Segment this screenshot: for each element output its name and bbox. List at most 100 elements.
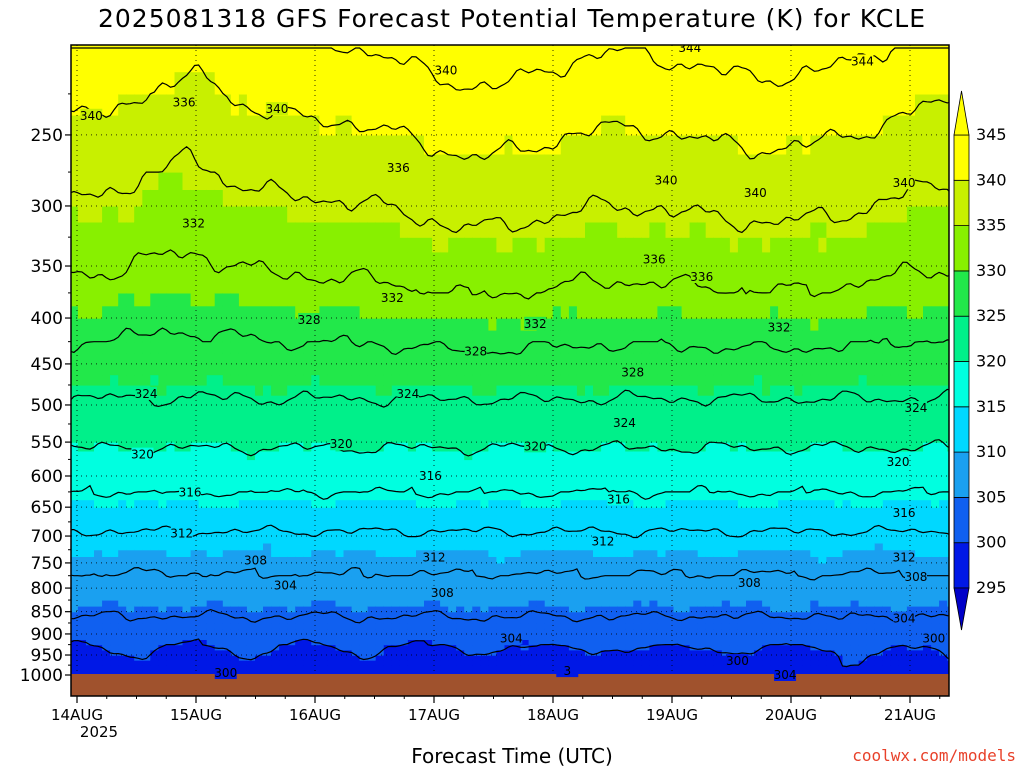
band-cell (126, 459, 135, 469)
band-cell (351, 514, 361, 523)
band-cell (673, 588, 683, 595)
band-cell (142, 305, 151, 319)
band-cell (190, 655, 200, 661)
band-cell (94, 562, 103, 570)
band-cell (102, 433, 111, 443)
band-cell (174, 549, 184, 557)
band-cell (568, 499, 578, 508)
band-cell (118, 341, 127, 354)
band-cell (71, 206, 79, 223)
band-cell (432, 670, 441, 676)
band-cell (633, 385, 642, 396)
band-cell (94, 649, 103, 656)
band-cell (576, 623, 586, 630)
band-cell (230, 206, 240, 223)
band-cell (367, 237, 377, 253)
band-cell (536, 499, 546, 508)
band-cell (335, 405, 345, 416)
band-cell (182, 189, 192, 207)
band-cell (214, 237, 224, 253)
band-cell (134, 134, 143, 155)
band-cell (512, 514, 522, 523)
band-cell (641, 374, 650, 386)
band-cell (480, 649, 489, 656)
band-cell (255, 405, 264, 416)
band-cell (601, 605, 610, 613)
band-cell (174, 189, 184, 207)
band-cell (190, 450, 200, 461)
band-cell (263, 594, 272, 601)
band-cell (407, 634, 417, 640)
band-cell (424, 374, 433, 386)
band-cell (625, 459, 634, 469)
band-cell (279, 670, 288, 676)
band-cell (246, 623, 256, 630)
band-cell (657, 569, 666, 577)
band-cell (641, 665, 650, 671)
band-cell (279, 562, 288, 570)
band-cell (472, 549, 481, 557)
band-cell (576, 221, 586, 238)
band-cell (222, 442, 232, 452)
band-cell (528, 459, 538, 469)
band-cell (230, 644, 240, 651)
band-cell (391, 221, 401, 238)
band-cell (504, 251, 514, 267)
band-cell (609, 292, 618, 307)
band-cell (271, 549, 280, 557)
band-cell (496, 48, 505, 73)
band-cell (222, 660, 232, 666)
band-cell (102, 588, 111, 595)
band-cell (552, 442, 562, 452)
band-cell (560, 352, 570, 365)
band-cell (71, 588, 79, 595)
band-cell (190, 433, 200, 443)
band-cell (86, 424, 95, 434)
band-cell (359, 665, 369, 671)
band-cell (593, 279, 602, 294)
band-cell (182, 114, 192, 136)
band-cell (303, 237, 312, 253)
band-cell (150, 251, 159, 267)
band-cell (255, 414, 264, 425)
band-cell (166, 395, 175, 406)
band-cell (432, 352, 441, 365)
band-cell (673, 385, 683, 396)
band-cell (110, 352, 119, 365)
band-cell (102, 649, 111, 656)
band-cell (472, 450, 481, 461)
band-cell (118, 279, 127, 294)
band-cell (407, 266, 417, 281)
band-cell (126, 395, 135, 406)
band-cell (488, 536, 497, 544)
band-cell (568, 442, 578, 452)
band-cell (335, 221, 345, 238)
band-cell (560, 318, 570, 331)
band-cell (617, 374, 626, 386)
band-cell (174, 644, 184, 651)
band-cell (295, 424, 304, 434)
band-cell (71, 617, 79, 624)
band-cell (319, 48, 328, 73)
band-cell (246, 569, 256, 577)
band-cell (86, 237, 95, 253)
band-cell (520, 655, 530, 661)
band-cell (174, 562, 184, 570)
band-cell (456, 442, 465, 452)
band-cell (255, 529, 264, 537)
band-cell (303, 605, 312, 613)
band-cell (263, 305, 272, 319)
band-cell (94, 605, 103, 613)
band-cell (657, 617, 666, 624)
band-cell (198, 639, 208, 646)
band-cell (609, 318, 618, 331)
band-cell (432, 542, 441, 551)
band-cell (182, 542, 192, 551)
band-cell (150, 330, 159, 343)
band-cell (287, 649, 296, 656)
band-cell (263, 318, 272, 331)
band-cell (391, 251, 401, 267)
band-cell (536, 655, 546, 661)
band-cell (367, 352, 377, 365)
band-cell (335, 542, 345, 551)
